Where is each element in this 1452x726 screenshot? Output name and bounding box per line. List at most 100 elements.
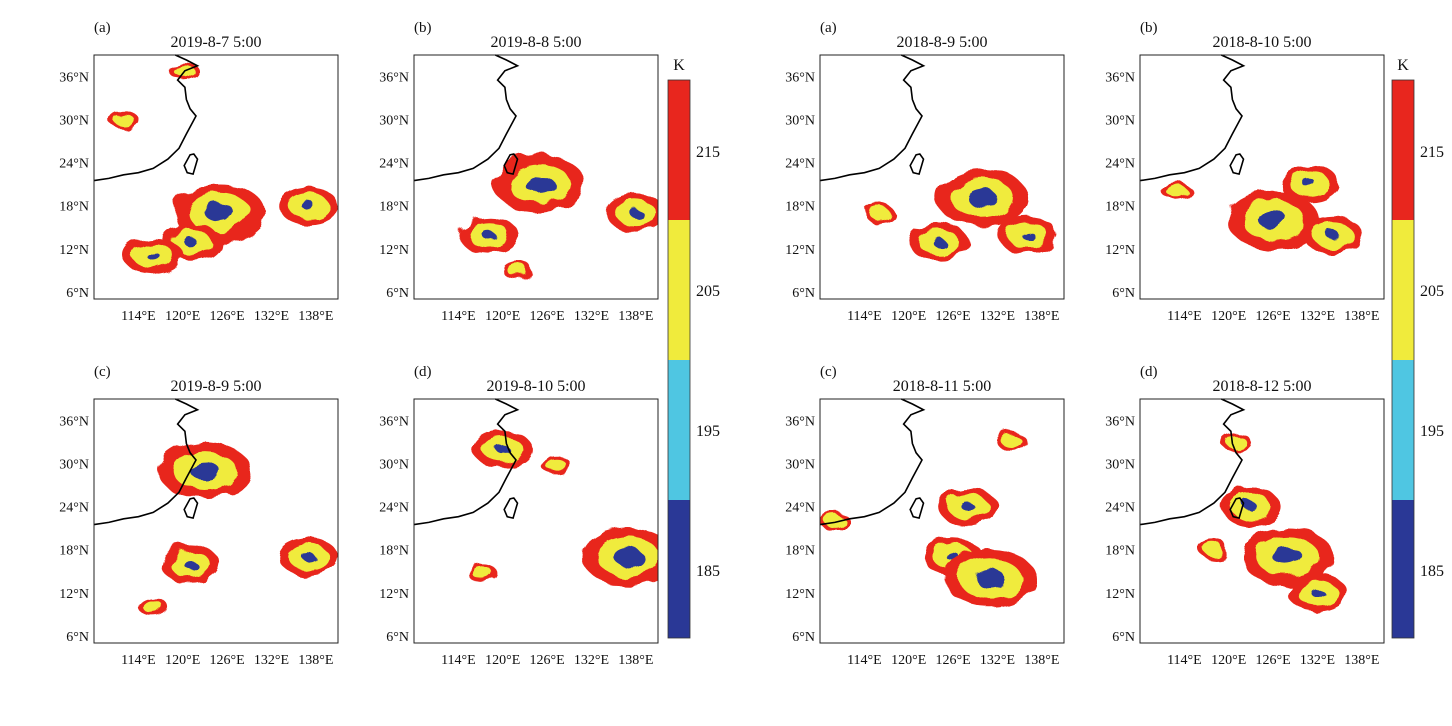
panel-label: (d) bbox=[1140, 364, 1158, 380]
cloud-region-mid bbox=[470, 564, 491, 578]
lat-tick-label: 18°N bbox=[59, 544, 89, 559]
cloud-region-cold bbox=[613, 547, 644, 567]
cloud-region-cold bbox=[301, 552, 315, 561]
map-frame bbox=[819, 54, 1065, 300]
latitude-axis: 36°N 30°N 24°N 18°N 12°N 6°N bbox=[59, 415, 89, 645]
lon-tick-label: 120°E bbox=[1211, 653, 1246, 668]
lat-tick-label: 36°N bbox=[785, 415, 815, 430]
lat-tick-label: 12°N bbox=[785, 587, 815, 602]
latitude-axis: 36°N 30°N 24°N 18°N 12°N 6°N bbox=[785, 71, 815, 301]
map-frame bbox=[413, 398, 659, 644]
map-frame bbox=[1139, 54, 1385, 300]
lon-tick-label: 120°E bbox=[485, 309, 520, 324]
map-panel: (c) 2019-8-9 5:00 36°N 30°N 24°N 18°N 12°N 6°… bbox=[59, 364, 339, 668]
lat-tick-label: 36°N bbox=[59, 71, 89, 86]
colorbar-segment bbox=[668, 220, 690, 360]
cloud-region-cold bbox=[190, 461, 220, 480]
panel-title: 2018-8-10 5:00 bbox=[1212, 34, 1311, 51]
panel-title: 2018-8-9 5:00 bbox=[896, 34, 987, 51]
tbb-field bbox=[458, 155, 658, 280]
colorbar-unit: K bbox=[673, 57, 685, 74]
panel-label: (d) bbox=[414, 364, 432, 380]
lon-tick-label: 132°E bbox=[1300, 309, 1335, 324]
lat-tick-label: 6°N bbox=[386, 630, 409, 645]
lat-tick-label: 6°N bbox=[792, 286, 815, 301]
lon-tick-label: 132°E bbox=[574, 309, 609, 324]
lon-tick-label: 120°E bbox=[485, 653, 520, 668]
cloud-region-cold bbox=[1258, 210, 1288, 230]
lat-tick-label: 36°N bbox=[785, 71, 815, 86]
lat-tick-label: 6°N bbox=[386, 286, 409, 301]
longitude-axis: 114°E 120°E 126°E 132°E 138°E bbox=[1167, 309, 1379, 324]
coastline bbox=[413, 54, 520, 182]
panel-label: (a) bbox=[94, 20, 111, 36]
tbb-field bbox=[1199, 432, 1348, 612]
lat-tick-label: 36°N bbox=[1105, 415, 1135, 430]
panel-title: 2019-8-9 5:00 bbox=[170, 378, 261, 395]
colorbar-segment bbox=[668, 80, 690, 220]
colorbar: K 215 205 195 185 bbox=[667, 57, 720, 639]
tbb-field bbox=[820, 432, 1036, 608]
lat-tick-label: 12°N bbox=[59, 587, 89, 602]
cloud-region-cold bbox=[1311, 588, 1324, 597]
coastline bbox=[819, 54, 926, 182]
cloud-region-mid bbox=[544, 457, 565, 470]
lat-tick-label: 6°N bbox=[792, 630, 815, 645]
map-panel: (a) 2018-8-9 5:00 36°N 30°N 24°N 18°N 12°N 6°… bbox=[785, 20, 1065, 324]
lon-tick-label: 138°E bbox=[618, 309, 653, 324]
map-panel: (c) 2018-8-11 5:00 36°N 30°N 24°N 18°N 12°N 6… bbox=[785, 364, 1065, 668]
cloud-region-cold bbox=[968, 189, 998, 208]
lon-tick-label: 126°E bbox=[530, 653, 565, 668]
cloud-region-cold bbox=[301, 201, 315, 210]
map-panel: (a) 2019-8-7 5:00 36°N 30°N 24°N 18°N 12°N 6°… bbox=[59, 20, 339, 324]
lon-tick-label: 126°E bbox=[1256, 653, 1291, 668]
lon-tick-label: 126°E bbox=[1256, 309, 1291, 324]
longitude-axis: 114°E 120°E 126°E 132°E 138°E bbox=[847, 309, 1059, 324]
latitude-axis: 36°N 30°N 24°N 18°N 12°N 6°N bbox=[1105, 415, 1135, 645]
lat-tick-label: 24°N bbox=[785, 157, 815, 172]
lat-tick-label: 6°N bbox=[66, 630, 89, 645]
cloud-region-mid bbox=[507, 263, 528, 277]
lat-tick-label: 18°N bbox=[379, 544, 409, 559]
cloud-region-cold bbox=[1303, 180, 1317, 189]
lon-tick-label: 120°E bbox=[891, 309, 926, 324]
lat-tick-label: 12°N bbox=[379, 243, 409, 258]
lon-tick-label: 126°E bbox=[936, 309, 971, 324]
coastline bbox=[93, 398, 200, 526]
lat-tick-label: 36°N bbox=[59, 415, 89, 430]
taiwan-outline bbox=[183, 153, 199, 176]
lon-tick-label: 120°E bbox=[891, 653, 926, 668]
cloud-region-mid bbox=[1203, 543, 1224, 557]
coastline bbox=[819, 398, 926, 526]
longitude-axis: 114°E 120°E 126°E 132°E 138°E bbox=[121, 653, 333, 668]
lon-tick-label: 132°E bbox=[574, 653, 609, 668]
lat-tick-label: 24°N bbox=[379, 157, 409, 172]
lat-tick-label: 30°N bbox=[1105, 114, 1135, 129]
coastline bbox=[1139, 54, 1246, 182]
panel-title: 2019-8-7 5:00 bbox=[170, 34, 261, 51]
taiwan-outline bbox=[503, 497, 519, 520]
lon-tick-label: 138°E bbox=[1344, 309, 1379, 324]
lon-tick-label: 132°E bbox=[254, 309, 289, 324]
coastline bbox=[1139, 398, 1246, 526]
lon-tick-label: 114°E bbox=[847, 309, 882, 324]
colorbar-tick: 205 bbox=[696, 283, 720, 300]
cloud-region-cold bbox=[1273, 547, 1303, 567]
lon-tick-label: 114°E bbox=[441, 309, 476, 324]
taiwan-outline bbox=[1229, 153, 1245, 176]
longitude-axis: 114°E 120°E 126°E 132°E 138°E bbox=[441, 309, 653, 324]
panel-label: (b) bbox=[414, 20, 432, 36]
lat-tick-label: 30°N bbox=[1105, 458, 1135, 473]
map-frame bbox=[93, 398, 339, 644]
longitude-axis: 114°E 120°E 126°E 132°E 138°E bbox=[1167, 653, 1379, 668]
longitude-axis: 114°E 120°E 126°E 132°E 138°E bbox=[847, 653, 1059, 668]
colorbar-tick: 215 bbox=[1420, 144, 1444, 161]
panel-label: (c) bbox=[94, 364, 111, 380]
longitude-axis: 114°E 120°E 126°E 132°E 138°E bbox=[441, 653, 653, 668]
cloud-region-mid bbox=[113, 113, 134, 126]
cloud-region-mid bbox=[1226, 435, 1247, 449]
panel-label: (c) bbox=[820, 364, 837, 380]
colorbar-segment bbox=[1392, 80, 1414, 220]
cloud-region-cold bbox=[1325, 230, 1339, 239]
lat-tick-label: 18°N bbox=[59, 200, 89, 215]
